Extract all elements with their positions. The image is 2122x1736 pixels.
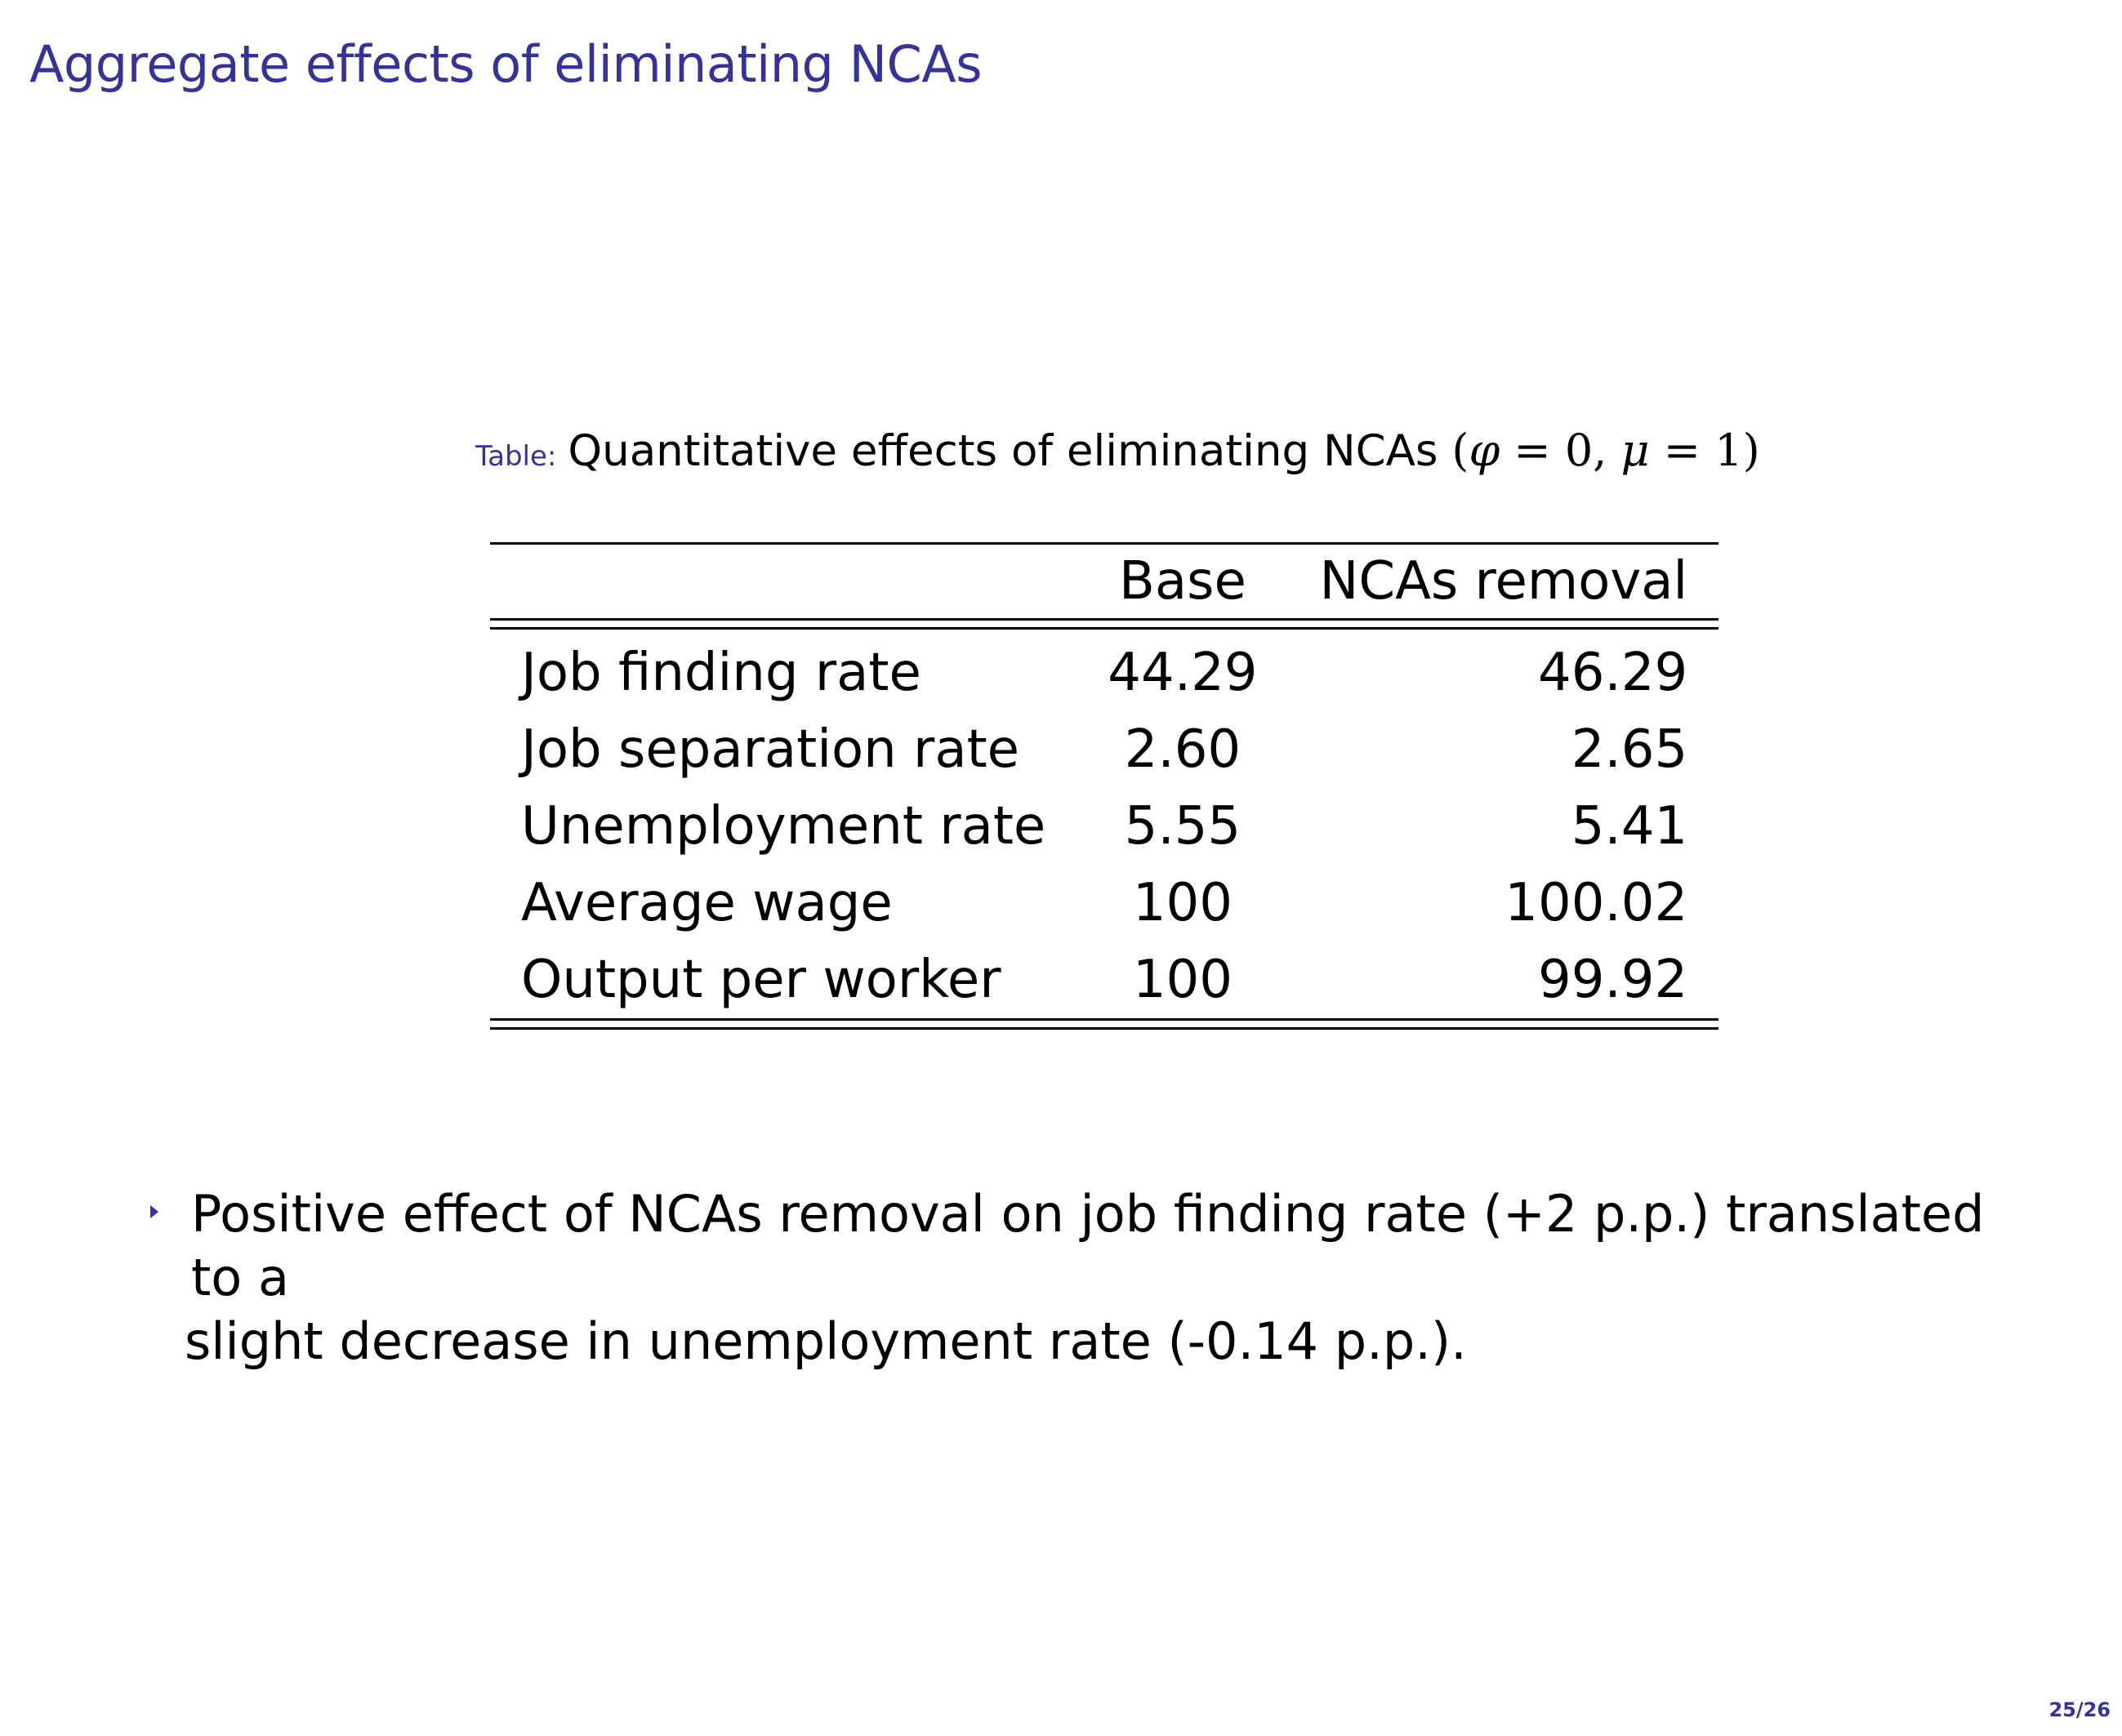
row-label: Job separation rate <box>521 719 1020 780</box>
row-removal-value: 5.41 <box>1571 796 1688 857</box>
row-base-value: 44.29 <box>1108 643 1258 703</box>
header-ncas-removal: NCAs removal <box>1319 551 1688 612</box>
caption-prefix: Table: <box>475 440 557 473</box>
table-row: Unemployment rate 5.55 5.41 <box>490 788 1719 865</box>
row-removal-value: 2.65 <box>1571 719 1688 780</box>
row-removal-value: 100.02 <box>1505 873 1688 933</box>
row-removal-value: 99.92 <box>1537 950 1688 1010</box>
row-base-value: 100 <box>1132 873 1233 933</box>
bullet-line-2: slight decrease in unemployment rate (-0… <box>185 1311 1467 1371</box>
row-base-value: 2.60 <box>1124 719 1242 780</box>
table-row: Average wage 100 100.02 <box>490 865 1719 941</box>
row-base-value: 100 <box>1132 950 1233 1010</box>
bullet-item: Positive effect of NCAs removal on job f… <box>185 1182 2034 1373</box>
row-label: Job finding rate <box>521 643 921 703</box>
row-label: Unemployment rate <box>521 796 1046 857</box>
results-table: Base NCAs removal Job finding rate 44.29… <box>490 542 1719 1030</box>
bullet-line-1: Positive effect of NCAs removal on job f… <box>191 1184 1985 1307</box>
table-row: Job finding rate 44.29 46.29 <box>490 629 1719 712</box>
math-mu-value: = 1 <box>1649 425 1743 476</box>
math-phi-value: = 0, <box>1500 425 1621 476</box>
table-mid-rule <box>490 618 1719 630</box>
bullet-list: Positive effect of NCAs removal on job f… <box>150 1182 2034 1373</box>
table-header-row: Base NCAs removal <box>490 545 1719 620</box>
header-base: Base <box>1118 551 1246 612</box>
table-bottom-rule <box>490 1018 1719 1030</box>
table-row: Job separation rate 2.60 2.65 <box>490 711 1719 788</box>
table-top-rule <box>490 542 1719 545</box>
math-close-paren: ) <box>1742 425 1760 476</box>
row-label: Average wage <box>521 873 893 933</box>
row-base-value: 5.55 <box>1124 796 1242 857</box>
math-open-paren: ( <box>1451 425 1469 476</box>
page-number: 25/26 <box>2048 1698 2111 1721</box>
math-mu: μ <box>1620 425 1650 476</box>
row-removal-value: 46.29 <box>1537 643 1688 703</box>
math-phi: φ <box>1469 425 1500 476</box>
table-row: Output per worker 100 99.92 <box>490 941 1719 1020</box>
slide-title: Aggregate effects of eliminating NCAs <box>29 34 983 94</box>
table-caption: Table: Quantitative effects of eliminatin… <box>475 425 1760 476</box>
triangle-bullet-icon <box>150 1205 158 1218</box>
caption-math: (φ = 0, μ = 1) <box>1451 425 1759 476</box>
header-blank <box>490 545 1077 620</box>
row-label: Output per worker <box>521 950 1001 1010</box>
caption-text: Quantitative effects of eliminating NCAs <box>568 426 1438 476</box>
